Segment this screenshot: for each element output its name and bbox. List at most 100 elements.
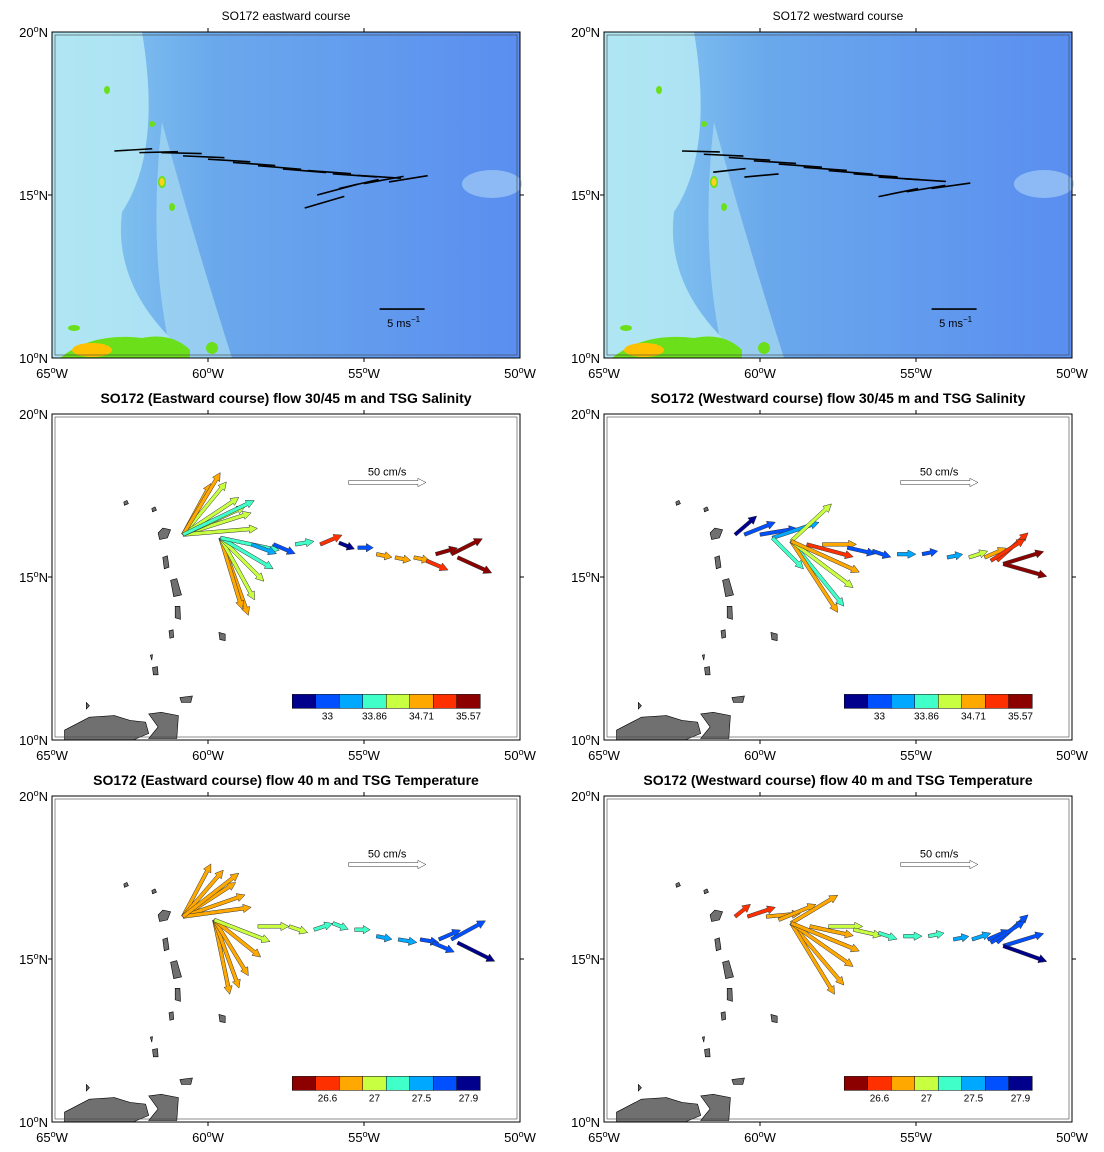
ridge-shelf — [708, 122, 784, 358]
lat-tick-label: 10oN — [19, 732, 48, 748]
flow-arrow — [319, 534, 343, 547]
flow-arrow — [294, 538, 315, 548]
flow-arrow — [989, 920, 1026, 945]
colorbar: 26.6 27 27.5 27.9 — [843, 1076, 1033, 1104]
colorbar-label: 34.71 — [961, 711, 986, 722]
island — [149, 121, 155, 127]
flow-arrow — [871, 548, 892, 559]
island-shape — [162, 937, 170, 952]
ridge-shelf — [156, 122, 232, 358]
colorbar-swatch — [409, 1076, 434, 1091]
flow-arrow — [250, 542, 278, 556]
colorbar-swatch — [984, 694, 1009, 709]
island-shape — [179, 695, 193, 703]
island-shape — [703, 506, 709, 513]
island-shape — [148, 1093, 179, 1121]
flow-arrow — [181, 863, 212, 918]
flow-arrow — [770, 536, 804, 570]
island-shape — [701, 1036, 705, 1043]
flow-arrow — [425, 558, 449, 571]
wind-vector — [363, 175, 404, 185]
colorbar-swatch — [315, 1076, 340, 1091]
wind-vector — [753, 159, 797, 165]
colorbar-swatch — [1008, 694, 1033, 709]
lon-tick-label: 60oW — [744, 365, 776, 381]
reference-arrow — [900, 477, 979, 488]
flow-arrow — [181, 869, 224, 919]
coastline — [64, 881, 226, 1123]
flow-arrow — [182, 903, 252, 919]
wind-vector — [778, 163, 822, 168]
lon-tick-label: 50oW — [1056, 747, 1088, 763]
panel-title: SO172 (Westward course) flow 30/45 m and… — [651, 390, 1026, 406]
colorbar-swatch — [867, 694, 892, 709]
lat-tick-label: 10oN — [19, 350, 48, 366]
flow-arrow — [331, 921, 349, 931]
land-highland — [72, 343, 112, 357]
flow-arrow — [897, 549, 917, 559]
flow-arrow — [789, 894, 839, 926]
panel-title: SO172 eastward course — [222, 9, 351, 23]
wind-vector — [903, 177, 946, 183]
wind-vector — [728, 156, 771, 162]
flow-arrow — [790, 539, 860, 573]
island-shape — [157, 527, 172, 540]
colorbar-swatch — [914, 1076, 939, 1091]
island-shape — [700, 1093, 731, 1121]
colorbar-swatch — [338, 694, 363, 709]
panel-eastward-temperature: SO172 (Eastward course) flow 40 m and TS… — [0, 764, 552, 1147]
reference-label: 5 ms−1 — [387, 315, 421, 330]
wind-vector — [257, 164, 302, 171]
lat-tick-label: 10oN — [571, 350, 600, 366]
panel-title: SO172 westward course — [773, 9, 904, 23]
island-shape — [714, 937, 722, 952]
wind-vector — [207, 158, 251, 163]
flow-arrow — [348, 477, 427, 488]
island-shape — [168, 1011, 175, 1021]
flow-arrow — [375, 933, 393, 943]
colorbar-swatch — [432, 1076, 457, 1091]
flow-arrow — [288, 924, 309, 935]
island-shape — [770, 631, 778, 641]
map-inner-frame — [606, 798, 1070, 1120]
island-shape — [168, 629, 175, 639]
island-shape — [675, 881, 681, 888]
lon-tick-label: 50oW — [504, 1129, 536, 1145]
colorbar-swatch — [362, 694, 387, 709]
colorbar-label: 34.71 — [409, 711, 434, 722]
map-svg: SO172 eastward course 5 ms−1 65oW 60oW 55oW 5… — [19, 9, 536, 381]
map-svg: SO172 (Eastward course) flow 30/45 m and… — [19, 390, 536, 763]
colorbar-swatch — [385, 694, 410, 709]
wind-vector — [161, 151, 202, 155]
island — [68, 325, 80, 331]
lon-tick-label: 50oW — [504, 747, 536, 763]
reference-label: 50 cm/s — [368, 848, 407, 860]
colorbar: 33 33.86 34.71 35.57 — [843, 694, 1033, 722]
reference-arrow — [900, 859, 979, 870]
island — [656, 86, 662, 94]
flow-vectors — [181, 472, 493, 616]
island-shape — [151, 888, 157, 895]
flow-arrow — [1002, 561, 1048, 579]
flow-arrow — [927, 930, 945, 940]
shallow-shelf — [52, 32, 192, 358]
flow-arrow — [1002, 549, 1045, 567]
island-shape — [675, 499, 681, 506]
island-shape — [218, 631, 226, 641]
island-shape — [722, 960, 734, 979]
colorbar-swatch — [1008, 1076, 1033, 1091]
flow-arrow — [1002, 943, 1048, 964]
island-shape — [638, 701, 642, 710]
flow-arrow — [181, 872, 240, 919]
flow-arrow — [900, 477, 979, 488]
colorbar-swatch — [456, 1076, 481, 1091]
island-shape — [218, 1013, 226, 1023]
island — [206, 342, 218, 354]
island-shape — [701, 654, 705, 661]
island-shape — [714, 555, 722, 570]
map-background — [604, 796, 1072, 1122]
lon-tick-label: 65oW — [36, 747, 68, 763]
lon-tick-label: 55oW — [900, 747, 932, 763]
lon-tick-label: 60oW — [192, 365, 224, 381]
reference-label: 50 cm/s — [920, 466, 959, 478]
